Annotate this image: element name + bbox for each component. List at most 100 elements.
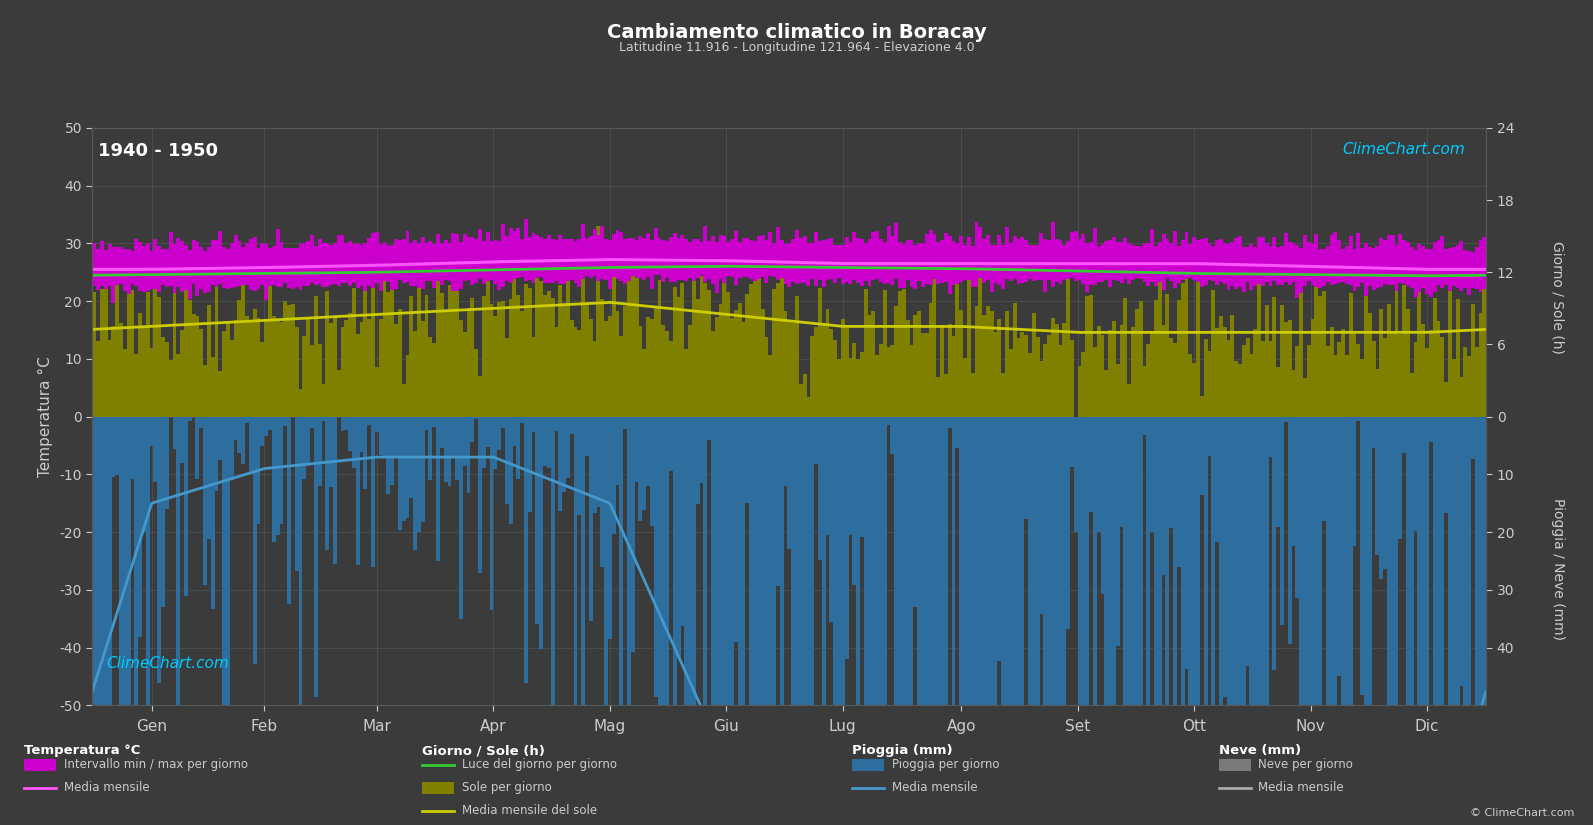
- Bar: [1192, 417, 1196, 717]
- Bar: [1021, 417, 1024, 825]
- Bar: [1413, 251, 1418, 297]
- Bar: [1238, 417, 1243, 825]
- Bar: [245, 316, 249, 417]
- Bar: [1394, 417, 1399, 754]
- Bar: [1372, 342, 1376, 417]
- Bar: [825, 309, 830, 417]
- Bar: [177, 238, 180, 287]
- Bar: [887, 226, 890, 283]
- Bar: [795, 230, 800, 285]
- Bar: [959, 417, 964, 825]
- Text: Latitudine 11.916 - Longitudine 121.964 - Elevazione 4.0: Latitudine 11.916 - Longitudine 121.964 …: [618, 41, 975, 54]
- Bar: [1063, 323, 1066, 417]
- Bar: [875, 355, 879, 417]
- Bar: [596, 234, 601, 281]
- Bar: [1467, 356, 1470, 417]
- Bar: [322, 384, 325, 417]
- Bar: [898, 243, 902, 288]
- Bar: [554, 239, 558, 281]
- Bar: [726, 292, 730, 417]
- Bar: [730, 417, 734, 825]
- Bar: [268, 248, 272, 286]
- Bar: [1131, 417, 1134, 825]
- Bar: [704, 417, 707, 825]
- Bar: [1330, 235, 1333, 285]
- Bar: [1322, 291, 1325, 417]
- Bar: [573, 417, 577, 799]
- Bar: [264, 243, 268, 300]
- Bar: [734, 309, 738, 417]
- Bar: [1147, 243, 1150, 286]
- Bar: [1096, 246, 1101, 282]
- Bar: [1147, 417, 1150, 825]
- Bar: [207, 305, 210, 417]
- Bar: [401, 384, 406, 417]
- Bar: [760, 309, 765, 417]
- Bar: [566, 239, 570, 281]
- Bar: [142, 417, 147, 532]
- Bar: [604, 321, 609, 417]
- Bar: [948, 236, 951, 294]
- Bar: [1161, 234, 1166, 290]
- Bar: [768, 355, 773, 417]
- Bar: [150, 251, 153, 290]
- Bar: [1200, 417, 1204, 495]
- Bar: [467, 308, 470, 417]
- Bar: [1475, 247, 1478, 289]
- Bar: [932, 417, 937, 825]
- Bar: [1314, 273, 1319, 417]
- Bar: [956, 243, 959, 284]
- Bar: [945, 233, 948, 281]
- Bar: [1196, 282, 1200, 417]
- Bar: [825, 238, 830, 280]
- Bar: [1257, 417, 1262, 825]
- Bar: [734, 417, 738, 642]
- Bar: [822, 240, 825, 286]
- Bar: [527, 288, 532, 417]
- Bar: [161, 249, 166, 285]
- Bar: [459, 417, 464, 619]
- Bar: [1410, 417, 1413, 825]
- Bar: [1096, 417, 1101, 531]
- Bar: [620, 336, 623, 417]
- Bar: [295, 417, 298, 571]
- Bar: [726, 417, 730, 794]
- Bar: [1380, 309, 1383, 417]
- Bar: [1407, 242, 1410, 286]
- Bar: [623, 306, 628, 417]
- Bar: [1306, 242, 1311, 281]
- Bar: [188, 417, 191, 421]
- Bar: [1402, 285, 1407, 417]
- Bar: [1426, 417, 1429, 825]
- Bar: [906, 240, 910, 280]
- Bar: [1077, 366, 1082, 417]
- Bar: [964, 417, 967, 825]
- Bar: [425, 417, 429, 431]
- Bar: [1058, 417, 1063, 825]
- Bar: [798, 384, 803, 417]
- Bar: [131, 251, 134, 285]
- Bar: [688, 242, 691, 278]
- Bar: [1115, 242, 1120, 281]
- Bar: [161, 417, 166, 607]
- Bar: [784, 244, 787, 284]
- Bar: [497, 417, 502, 450]
- Bar: [226, 417, 229, 771]
- Bar: [811, 337, 814, 417]
- Bar: [680, 235, 685, 280]
- Bar: [1432, 298, 1437, 417]
- Bar: [554, 327, 558, 417]
- Bar: [436, 417, 440, 561]
- Bar: [237, 241, 242, 285]
- Bar: [551, 238, 554, 283]
- Bar: [226, 248, 229, 290]
- Bar: [669, 237, 672, 282]
- Bar: [368, 417, 371, 425]
- Bar: [589, 417, 593, 621]
- Bar: [1008, 349, 1013, 417]
- Bar: [127, 417, 131, 825]
- Bar: [349, 314, 352, 417]
- Bar: [448, 285, 451, 417]
- Bar: [429, 337, 432, 417]
- Bar: [134, 354, 139, 417]
